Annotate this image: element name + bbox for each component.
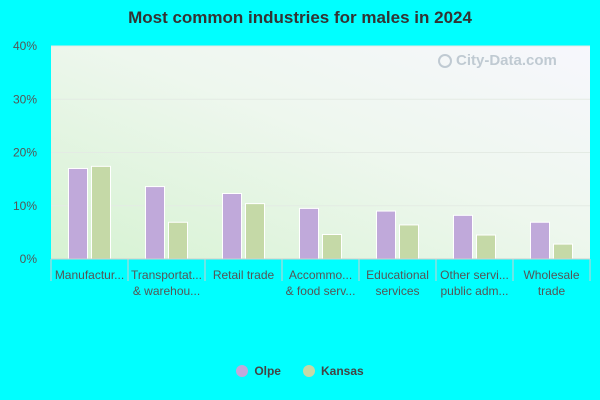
x-tick-label: trade [538,284,566,298]
bar-olpe [376,210,396,260]
x-tick-label: Transportat... [131,268,202,282]
x-tick-label: Retail trade [213,268,275,282]
legend-label-olpe: Olpe [254,364,281,378]
chart-title: Most common industries for males in 2024 [128,8,472,27]
bars [68,165,573,260]
legend: Olpe Kansas [0,364,600,378]
bar-kansas [245,203,265,260]
x-tick-label: services [375,284,419,298]
bar-kansas [399,224,419,260]
bar-olpe [530,221,550,260]
axes: 0% 10% 20% 30% 40% Manufactur... Transportat..… [13,39,591,298]
bar-kansas [91,165,111,260]
y-tick-label: 0% [20,252,38,266]
x-tick-label: Wholesale [523,268,579,282]
x-tick-label: & food serv... [286,284,356,298]
bar-kansas [168,221,188,260]
y-tick-label: 20% [13,146,37,160]
legend-swatch-olpe [236,365,249,377]
watermark: City-Data.com [438,52,557,69]
bar-kansas [476,234,496,260]
legend-swatch-kansas [302,365,315,377]
bar-olpe [68,167,88,260]
magnifier-icon [438,53,452,68]
y-tick-label: 10% [13,199,37,213]
bar-olpe [299,207,319,260]
y-tick-label: 40% [13,39,37,53]
bar-olpe [222,193,242,260]
legend-label-kansas: Kansas [320,364,364,378]
legend-item-kansas: Kansas [302,364,364,378]
legend-item-olpe: Olpe [236,364,281,378]
bar-kansas [322,234,342,260]
bar-olpe [453,214,473,260]
bar-kansas [553,243,573,260]
x-tick-label: & warehou... [133,284,200,298]
watermark-text: City-Data.com [456,52,557,69]
x-tick-label: Accommo... [289,268,352,282]
bar-olpe [145,186,165,260]
x-tick-label: public adm... [440,284,508,298]
x-tick-label: Manufactur... [55,268,124,282]
x-tick-label: Other servi... [440,268,509,282]
x-tick-label: Educational [366,268,429,282]
y-tick-label: 30% [13,92,37,106]
gridlines [51,45,590,207]
